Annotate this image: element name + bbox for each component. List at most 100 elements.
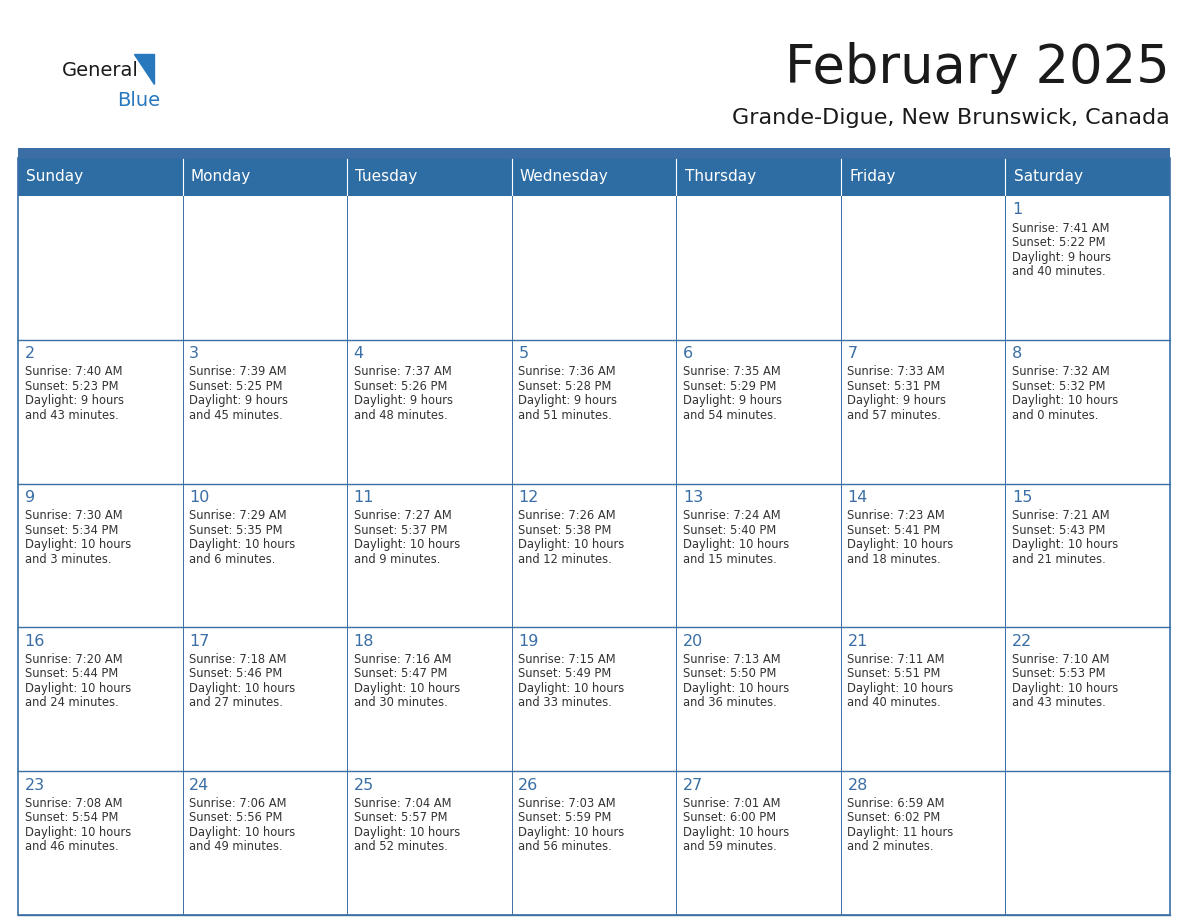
Text: 21: 21 bbox=[847, 634, 867, 649]
Text: Sunset: 5:59 PM: Sunset: 5:59 PM bbox=[518, 812, 612, 824]
Text: Sunset: 5:34 PM: Sunset: 5:34 PM bbox=[25, 523, 118, 537]
Text: 26: 26 bbox=[518, 778, 538, 793]
Bar bbox=[18, 627, 183, 771]
Text: and 46 minutes.: and 46 minutes. bbox=[25, 840, 119, 853]
Bar bbox=[841, 627, 1005, 771]
Bar bbox=[347, 158, 512, 196]
Text: Wednesday: Wednesday bbox=[520, 170, 608, 185]
Text: and 45 minutes.: and 45 minutes. bbox=[189, 409, 283, 421]
Bar bbox=[676, 196, 841, 340]
Text: 22: 22 bbox=[1012, 634, 1032, 649]
Bar bbox=[512, 340, 676, 484]
Text: Sunrise: 7:08 AM: Sunrise: 7:08 AM bbox=[25, 797, 122, 810]
Text: and 12 minutes.: and 12 minutes. bbox=[518, 553, 612, 565]
Text: and 56 minutes.: and 56 minutes. bbox=[518, 840, 612, 853]
Text: Daylight: 9 hours: Daylight: 9 hours bbox=[683, 395, 782, 408]
Text: Sunrise: 7:39 AM: Sunrise: 7:39 AM bbox=[189, 365, 286, 378]
Text: 18: 18 bbox=[354, 634, 374, 649]
Text: Sunrise: 7:04 AM: Sunrise: 7:04 AM bbox=[354, 797, 451, 810]
Text: Daylight: 10 hours: Daylight: 10 hours bbox=[1012, 395, 1118, 408]
Text: Sunset: 5:37 PM: Sunset: 5:37 PM bbox=[354, 523, 447, 537]
Text: Sunset: 5:54 PM: Sunset: 5:54 PM bbox=[25, 812, 118, 824]
Text: Daylight: 9 hours: Daylight: 9 hours bbox=[189, 395, 289, 408]
Text: Daylight: 10 hours: Daylight: 10 hours bbox=[354, 538, 460, 551]
Text: 13: 13 bbox=[683, 490, 703, 505]
Text: Daylight: 10 hours: Daylight: 10 hours bbox=[189, 538, 296, 551]
Bar bbox=[676, 158, 841, 196]
Text: Sunrise: 7:06 AM: Sunrise: 7:06 AM bbox=[189, 797, 286, 810]
Text: Sunset: 5:56 PM: Sunset: 5:56 PM bbox=[189, 812, 283, 824]
Bar bbox=[841, 484, 1005, 627]
Text: Monday: Monday bbox=[191, 170, 251, 185]
Text: 23: 23 bbox=[25, 778, 45, 793]
Text: Sunset: 6:00 PM: Sunset: 6:00 PM bbox=[683, 812, 776, 824]
Text: and 15 minutes.: and 15 minutes. bbox=[683, 553, 777, 565]
Text: Sunrise: 7:37 AM: Sunrise: 7:37 AM bbox=[354, 365, 451, 378]
Text: Sunset: 5:43 PM: Sunset: 5:43 PM bbox=[1012, 523, 1105, 537]
Text: Sunrise: 7:32 AM: Sunrise: 7:32 AM bbox=[1012, 365, 1110, 378]
Bar bbox=[1005, 158, 1170, 196]
Bar bbox=[512, 484, 676, 627]
Text: February 2025: February 2025 bbox=[785, 42, 1170, 94]
Text: and 48 minutes.: and 48 minutes. bbox=[354, 409, 448, 421]
Bar bbox=[841, 771, 1005, 915]
Text: Sunset: 5:57 PM: Sunset: 5:57 PM bbox=[354, 812, 447, 824]
Text: Sunrise: 7:27 AM: Sunrise: 7:27 AM bbox=[354, 509, 451, 522]
Bar bbox=[512, 196, 676, 340]
Text: 20: 20 bbox=[683, 634, 703, 649]
Bar bbox=[1005, 484, 1170, 627]
Text: Daylight: 10 hours: Daylight: 10 hours bbox=[189, 682, 296, 695]
Bar bbox=[183, 158, 347, 196]
Bar bbox=[512, 158, 676, 196]
Text: Sunrise: 7:36 AM: Sunrise: 7:36 AM bbox=[518, 365, 615, 378]
Text: Sunrise: 7:18 AM: Sunrise: 7:18 AM bbox=[189, 653, 286, 666]
Text: Daylight: 9 hours: Daylight: 9 hours bbox=[518, 395, 618, 408]
Bar bbox=[347, 196, 512, 340]
Bar bbox=[676, 771, 841, 915]
Text: Daylight: 10 hours: Daylight: 10 hours bbox=[25, 825, 131, 839]
Text: Daylight: 10 hours: Daylight: 10 hours bbox=[1012, 682, 1118, 695]
Text: 27: 27 bbox=[683, 778, 703, 793]
Bar bbox=[512, 771, 676, 915]
Text: and 51 minutes.: and 51 minutes. bbox=[518, 409, 612, 421]
Text: 19: 19 bbox=[518, 634, 538, 649]
Text: and 40 minutes.: and 40 minutes. bbox=[847, 697, 941, 710]
Text: Tuesday: Tuesday bbox=[355, 170, 418, 185]
Text: 11: 11 bbox=[354, 490, 374, 505]
Text: Sunset: 5:22 PM: Sunset: 5:22 PM bbox=[1012, 236, 1106, 249]
Text: Daylight: 9 hours: Daylight: 9 hours bbox=[1012, 251, 1111, 263]
Text: Sunrise: 7:20 AM: Sunrise: 7:20 AM bbox=[25, 653, 122, 666]
Text: Sunrise: 7:30 AM: Sunrise: 7:30 AM bbox=[25, 509, 122, 522]
Text: Sunset: 5:46 PM: Sunset: 5:46 PM bbox=[189, 667, 283, 680]
Text: and 40 minutes.: and 40 minutes. bbox=[1012, 265, 1106, 278]
Text: Thursday: Thursday bbox=[684, 170, 756, 185]
Bar bbox=[841, 196, 1005, 340]
Text: Daylight: 9 hours: Daylight: 9 hours bbox=[25, 395, 124, 408]
Text: 14: 14 bbox=[847, 490, 867, 505]
Text: 1: 1 bbox=[1012, 203, 1022, 218]
Text: Saturday: Saturday bbox=[1013, 170, 1082, 185]
Text: Sunrise: 7:11 AM: Sunrise: 7:11 AM bbox=[847, 653, 944, 666]
Text: Sunset: 5:26 PM: Sunset: 5:26 PM bbox=[354, 380, 447, 393]
Text: and 33 minutes.: and 33 minutes. bbox=[518, 697, 612, 710]
Bar bbox=[18, 484, 183, 627]
Text: Grande-Digue, New Brunswick, Canada: Grande-Digue, New Brunswick, Canada bbox=[732, 108, 1170, 128]
Text: 10: 10 bbox=[189, 490, 209, 505]
Bar bbox=[18, 340, 183, 484]
Text: 9: 9 bbox=[25, 490, 34, 505]
Text: and 36 minutes.: and 36 minutes. bbox=[683, 697, 777, 710]
Bar bbox=[512, 627, 676, 771]
Text: Sunset: 6:02 PM: Sunset: 6:02 PM bbox=[847, 812, 941, 824]
Text: Daylight: 11 hours: Daylight: 11 hours bbox=[847, 825, 954, 839]
Text: Sunrise: 7:40 AM: Sunrise: 7:40 AM bbox=[25, 365, 122, 378]
Text: Daylight: 10 hours: Daylight: 10 hours bbox=[1012, 538, 1118, 551]
Text: 2: 2 bbox=[25, 346, 34, 362]
Text: Sunset: 5:28 PM: Sunset: 5:28 PM bbox=[518, 380, 612, 393]
Text: Sunrise: 7:41 AM: Sunrise: 7:41 AM bbox=[1012, 221, 1110, 234]
Text: Sunset: 5:49 PM: Sunset: 5:49 PM bbox=[518, 667, 612, 680]
Text: 16: 16 bbox=[25, 634, 45, 649]
Text: Sunset: 5:25 PM: Sunset: 5:25 PM bbox=[189, 380, 283, 393]
Text: 12: 12 bbox=[518, 490, 538, 505]
Text: and 30 minutes.: and 30 minutes. bbox=[354, 697, 448, 710]
Bar bbox=[1005, 340, 1170, 484]
